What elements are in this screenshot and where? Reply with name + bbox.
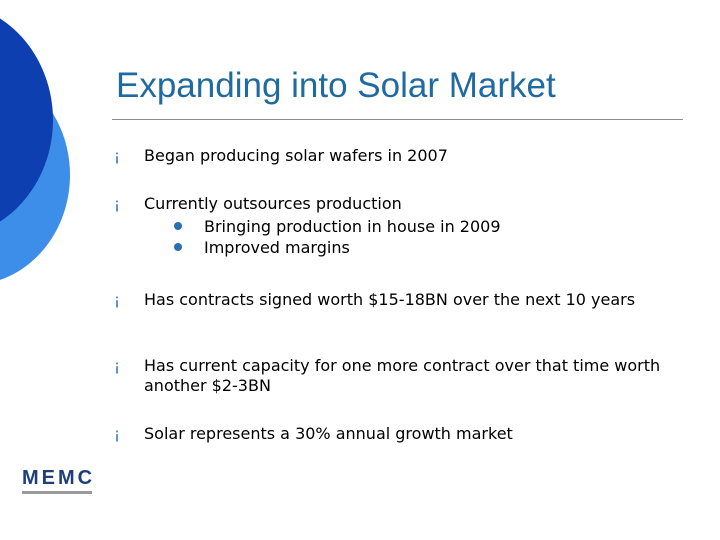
bullet-marker-icon: ¡: [114, 147, 121, 165]
sub-bullet-text: Bringing production in house in 2009: [204, 217, 501, 236]
bullet-text: Currently outsources production: [144, 194, 402, 213]
sub-bullet-dot-icon: [174, 243, 182, 251]
bullet-marker-icon: ¡: [114, 291, 121, 309]
sub-bullet-dot-icon: [174, 222, 182, 230]
corner-decoration: [0, 18, 70, 280]
bullet-marker-icon: ¡: [114, 425, 121, 443]
company-logo: MEMC: [22, 468, 94, 496]
sub-bullet-text: Improved margins: [204, 238, 350, 257]
bullet-marker-icon: ¡: [114, 195, 121, 213]
bullet-item: ¡ Has current capacity for one more cont…: [114, 356, 674, 396]
logo-text: MEMC: [22, 467, 96, 489]
bullet-item: ¡ Began producing solar wafers in 2007: [114, 146, 674, 166]
title-divider: [112, 119, 683, 120]
sub-bullet-item: Bringing production in house in 2009: [174, 216, 674, 237]
sub-bullet-item: Improved margins: [174, 237, 674, 258]
bullet-marker-icon: ¡: [114, 357, 121, 375]
bullet-text: Began producing solar wafers in 2007: [144, 146, 448, 165]
bullet-item: ¡ Has contracts signed worth $15-18BN ov…: [114, 290, 654, 310]
decoration-dark-circle: [0, 18, 53, 222]
bullet-text: Has contracts signed worth $15-18BN over…: [144, 290, 636, 309]
sub-bullet-list: Bringing production in house in 2009 Imp…: [114, 216, 674, 258]
bullet-text: Solar represents a 30% annual growth mar…: [144, 424, 513, 443]
logo-tagline-bar: [22, 491, 92, 494]
bullet-text: Has current capacity for one more contra…: [144, 356, 661, 395]
bullet-item: ¡ Solar represents a 30% annual growth m…: [114, 424, 674, 444]
slide-title: Expanding into Solar Market: [116, 66, 556, 105]
bullet-item: ¡ Currently outsources production Bringi…: [114, 194, 674, 258]
